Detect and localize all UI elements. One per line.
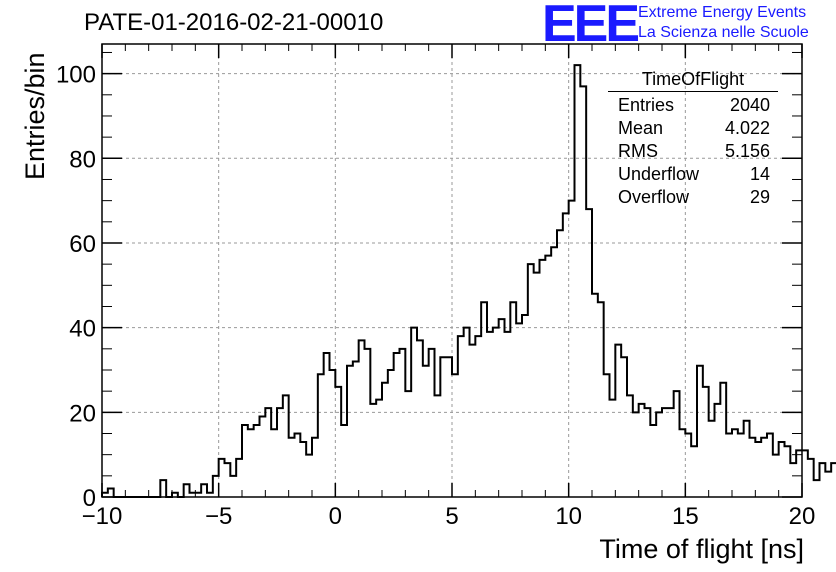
- chart-title: PATE-01-2016-02-21-00010: [84, 9, 384, 36]
- y-tick-label: 40: [69, 316, 96, 343]
- stats-label: RMS: [618, 141, 658, 161]
- x-axis-tick-labels: −10 −5 0 5 10 15 20: [82, 503, 816, 530]
- stats-label: Underflow: [618, 164, 700, 184]
- y-tick-label: 60: [69, 231, 96, 258]
- stats-row-rms: RMS 5.156: [608, 140, 778, 163]
- histogram-line: [101, 64, 836, 498]
- stats-title: TimeOfFlight: [608, 68, 778, 92]
- stats-label: Overflow: [618, 187, 690, 207]
- stats-row-overflow: Overflow 29: [608, 186, 778, 209]
- stats-value: 4.022: [724, 118, 770, 138]
- stats-box: TimeOfFlight Entries 2040 Mean 4.022 RMS…: [608, 68, 778, 209]
- eee-logo: EEE: [542, 0, 640, 53]
- y-axis-label: Entries/bin: [20, 52, 50, 180]
- x-tick-label: 0: [329, 503, 342, 530]
- logo-line-2: La Scienza nelle Scuole: [638, 24, 809, 41]
- x-tick-label: −10: [82, 503, 123, 530]
- y-axis-ticks: [102, 51, 802, 498]
- x-tick-label: −5: [205, 503, 232, 530]
- x-axis-label: Time of flight [ns]: [599, 534, 804, 564]
- y-tick-label: 80: [69, 146, 96, 173]
- x-axis-ticks: [101, 44, 803, 497]
- y-tick-label: 100: [56, 62, 96, 89]
- x-tick-label: 5: [445, 503, 458, 530]
- stats-row-underflow: Underflow 14: [608, 163, 778, 186]
- stats-row-entries: Entries 2040: [608, 94, 778, 117]
- x-tick-label: 20: [789, 503, 816, 530]
- x-tick-label: 15: [672, 503, 699, 530]
- stats-label: Entries: [618, 95, 675, 115]
- stats-label: Mean: [618, 118, 664, 138]
- logo-line-1: Extreme Energy Events: [638, 4, 807, 21]
- stats-value: 2040: [729, 95, 770, 115]
- y-tick-label: 20: [69, 400, 96, 427]
- stats-value: 29: [749, 187, 770, 207]
- stats-value: 14: [749, 164, 770, 184]
- stats-value: 5.156: [724, 141, 770, 161]
- grid-lines: [102, 44, 802, 497]
- y-axis-tick-labels: 0 20 40 60 80 100: [56, 62, 96, 512]
- x-tick-label: 10: [555, 503, 582, 530]
- y-tick-label: 0: [83, 485, 96, 512]
- stats-row-mean: Mean 4.022: [608, 117, 778, 140]
